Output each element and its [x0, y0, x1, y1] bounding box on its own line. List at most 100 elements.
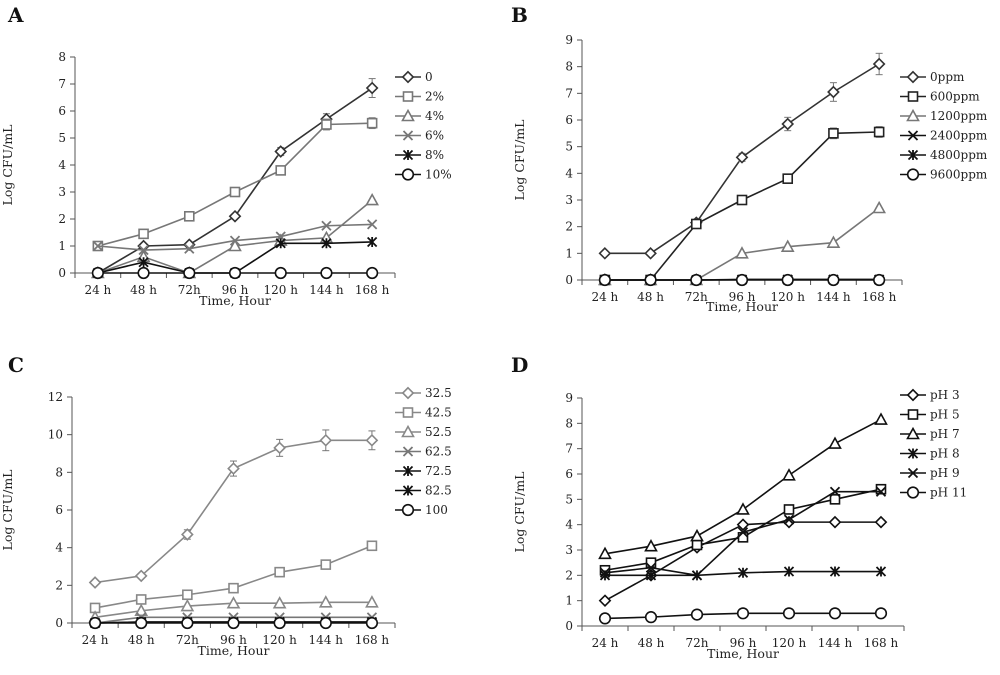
x-tick-label: 96 h: [220, 633, 247, 647]
data-point: [828, 515, 842, 529]
y-tick-label: 8: [565, 60, 573, 74]
data-point: [828, 128, 839, 139]
series-5: [598, 273, 886, 287]
y-tick-label: 8: [55, 465, 63, 479]
data-point: [780, 239, 795, 252]
legend-label: 2%: [425, 90, 444, 104]
y-tick-label: 10: [48, 428, 63, 442]
series-6: [88, 616, 379, 630]
data-point: [135, 594, 147, 605]
data-point: [599, 567, 611, 578]
legend-label: pH 11: [930, 486, 967, 500]
legend-label: 4%: [425, 109, 444, 123]
y-tick-label: 0: [565, 619, 573, 633]
panel-letter: C: [8, 353, 24, 377]
data-point: [829, 486, 841, 497]
data-point: [873, 273, 886, 287]
data-point: [91, 266, 104, 280]
x-tick-label: 48 h: [130, 283, 157, 297]
data-point: [781, 117, 795, 131]
y-tick-label: 2: [565, 220, 573, 234]
data-point: [134, 569, 148, 583]
legend-marker: [402, 149, 414, 161]
x-tick-label: 168 h: [862, 290, 897, 304]
data-point: [319, 616, 332, 630]
data-point: [828, 436, 842, 449]
y-axis-title: Log CFU/mL: [512, 120, 527, 201]
data-point: [272, 596, 287, 609]
legend-label: 2400ppm: [930, 129, 988, 143]
data-point: [736, 194, 748, 206]
data-point: [598, 612, 612, 625]
series-line: [97, 122, 373, 247]
data-point: [874, 607, 888, 620]
data-point: [88, 616, 102, 630]
data-point: [134, 603, 149, 617]
data-point: [875, 483, 887, 495]
data-point: [181, 528, 194, 541]
y-tick-label: 8: [58, 50, 66, 64]
x-tick-label: 120 h: [263, 283, 298, 297]
legend-marker: [907, 91, 919, 102]
legend-label: pH 9: [930, 466, 960, 480]
data-point: [874, 412, 888, 425]
y-tick-label: 2: [58, 212, 66, 226]
legend-label: 52.5: [425, 425, 452, 439]
y-tick-label: 12: [48, 390, 63, 404]
x-tick-label: 72h: [176, 633, 199, 647]
legend-label: 72.5: [425, 464, 452, 478]
y-tick-label: 5: [565, 492, 573, 506]
y-tick-label: 0: [55, 616, 63, 630]
data-point: [228, 238, 242, 252]
data-point: [737, 567, 749, 578]
data-point: [736, 607, 750, 620]
y-tick-label: 6: [55, 503, 63, 517]
data-point: [783, 566, 795, 577]
data-point: [182, 589, 193, 601]
data-point: [735, 273, 749, 287]
data-point: [644, 611, 658, 624]
data-point: [827, 85, 840, 99]
data-point: [228, 209, 242, 223]
y-tick-label: 1: [565, 246, 573, 260]
data-point: [737, 527, 749, 538]
legend-label: 82.5: [425, 484, 452, 498]
x-tick-label: 120 h: [770, 290, 805, 304]
data-point: [735, 246, 749, 259]
legend-marker: [907, 130, 919, 141]
y-tick-label: 4: [55, 541, 63, 555]
y-tick-label: 0: [565, 273, 573, 287]
data-point: [319, 433, 333, 447]
data-point: [828, 607, 842, 620]
data-point: [184, 243, 195, 254]
legend-marker: [401, 503, 415, 517]
legend-label: 0ppm: [930, 70, 965, 84]
data-point: [138, 257, 149, 268]
data-point: [320, 266, 333, 280]
y-tick-label: 5: [58, 131, 66, 145]
y-tick-label: 6: [565, 113, 573, 127]
legend-label: 1200ppm: [930, 109, 988, 123]
data-point: [228, 266, 242, 280]
y-tick-label: 7: [565, 442, 573, 456]
data-point: [321, 238, 332, 249]
x-tick-label: 72h: [686, 636, 709, 650]
data-point: [782, 173, 794, 184]
data-point: [275, 165, 287, 176]
data-point: [365, 192, 379, 206]
x-tick-label: 48 h: [637, 290, 664, 304]
data-point: [872, 57, 886, 71]
y-tick-label: 9: [565, 33, 573, 47]
y-axis-title: Log CFU/mL: [512, 472, 527, 553]
x-tick-label: 120 h: [262, 633, 297, 647]
panel-letter: A: [7, 3, 24, 27]
legend-label: 100: [425, 503, 448, 517]
data-point: [366, 540, 378, 552]
y-tick-label: 4: [58, 158, 66, 172]
data-point: [872, 200, 886, 214]
chart-panel-d: D 0 1 2 3 4 5 6 7 8 9 24 h 48 h 72h 96 h 120 h 144 h 168 …: [511, 353, 967, 661]
series-0: [88, 429, 379, 589]
legend-marker: [906, 108, 920, 122]
data-point: [273, 616, 286, 630]
legend-label: 8%: [425, 148, 444, 162]
